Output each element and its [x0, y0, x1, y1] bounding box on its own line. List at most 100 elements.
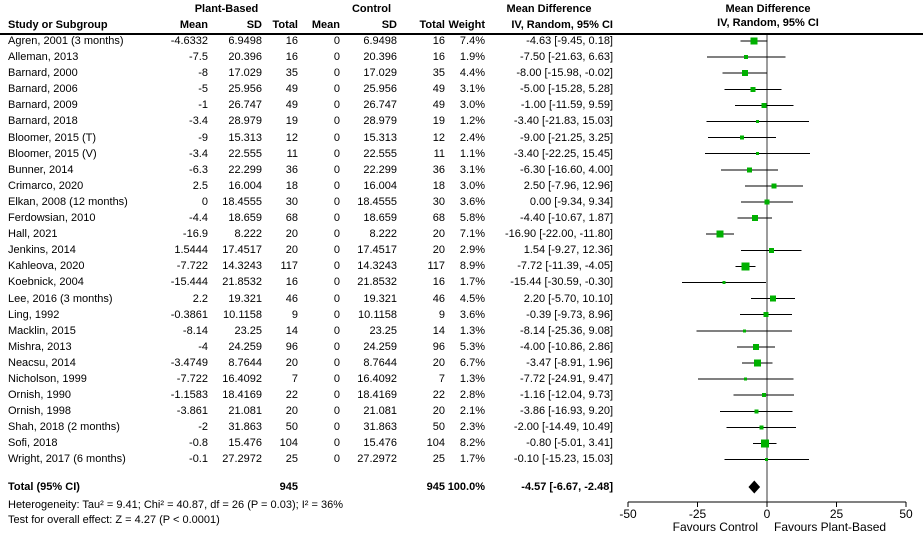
weight: 1.3% [459, 324, 485, 337]
pb-mean: -0.8 [189, 437, 208, 450]
pb-total: 20 [285, 244, 298, 257]
c-sd: 31.863 [363, 421, 397, 434]
weight: 4.4% [459, 67, 485, 80]
pb-sd: 15.313 [228, 131, 262, 144]
pb-total: 18 [285, 179, 298, 192]
forest-plot-canvas: -50 -25 0 25 50 Favours Control Favours Plant-… [619, 35, 913, 534]
pb-mean: 1.5444 [174, 244, 208, 257]
table-row: Ling, 1992 -0.3861 10.1158 9 0 10.1158 9 3.6% -0… [0, 307, 613, 323]
pb-sd: 18.659 [228, 212, 262, 225]
pb-total: 12 [285, 131, 298, 144]
table-row: Hall, 2021 -16.9 8.222 20 0 8.222 20 7.1% -16.90… [0, 226, 613, 242]
col-weight: Weight [448, 19, 485, 31]
c-mean: 0 [333, 147, 340, 160]
favours-control-label: Favours Control [673, 520, 758, 534]
c-total: 46 [432, 292, 445, 305]
effect-marker [753, 359, 761, 367]
total-label: Total (95% CI) [8, 481, 80, 493]
c-total: 7 [438, 372, 445, 385]
table-row: Mishra, 2013 -4 24.259 96 0 24.259 96 5.3% -4.00… [0, 339, 613, 355]
weight: 7.4% [459, 35, 485, 47]
pb-mean: 2.2 [192, 292, 208, 305]
overall-effect-test: Test for overall effect: Z = 4.27 (P < 0… [8, 514, 220, 526]
col-c-total: Total [419, 19, 445, 31]
study-name: Elkan, 2008 (12 months) [8, 195, 128, 208]
c-sd: 16.4092 [357, 372, 397, 385]
pb-sd: 17.4517 [222, 244, 262, 257]
weight: 8.9% [459, 260, 485, 273]
effect-marker [756, 152, 760, 156]
effect-marker [750, 37, 758, 45]
col-pb-mean: Mean [179, 19, 208, 31]
effect-marker [752, 343, 759, 350]
pb-total: 49 [285, 99, 298, 112]
pb-total: 25 [285, 453, 298, 466]
pb-mean: -3.4749 [170, 356, 208, 369]
c-sd: 22.299 [363, 163, 397, 176]
pb-sd: 8.222 [234, 228, 262, 241]
pb-total: 96 [285, 340, 298, 353]
pb-mean: -0.1 [189, 453, 208, 466]
c-sd: 6.9498 [363, 35, 397, 47]
c-total: 16 [432, 51, 445, 64]
c-mean: 0 [333, 131, 340, 144]
md-ci: -4.40 [-10.67, 1.87] [520, 212, 613, 225]
study-name: Sofi, 2018 [8, 437, 58, 450]
study-name: Bloomer, 2015 (V) [8, 147, 97, 160]
md-ci: 2.20 [-5.70, 10.10] [523, 292, 613, 305]
pb-total: 14 [285, 324, 298, 337]
weight: 5.3% [459, 340, 485, 353]
c-mean: 0 [333, 179, 340, 192]
c-total: 104 [426, 437, 445, 450]
md-ci: 2.50 [-7.96, 12.96] [523, 179, 613, 192]
pb-total: 117 [280, 260, 298, 273]
md-ci: -16.90 [-22.00, -11.80] [504, 228, 613, 241]
study-name: Agren, 2001 (3 months) [8, 35, 124, 47]
summary-diamond [748, 480, 761, 494]
c-mean: 0 [333, 405, 340, 418]
study-name: Kahleova, 2020 [8, 260, 85, 273]
study-name: Barnard, 2000 [8, 67, 78, 80]
pb-total: 16 [285, 276, 298, 289]
md-ci: -7.50 [-21.63, 6.63] [520, 51, 613, 64]
weight: 1.7% [459, 276, 485, 289]
c-sd: 18.4555 [357, 195, 397, 208]
weight: 4.5% [459, 292, 485, 305]
c-mean: 0 [333, 51, 340, 64]
md-ci: -3.40 [-22.25, 15.45] [513, 147, 613, 160]
plot-subtitle: IV, Random, 95% CI [717, 17, 819, 29]
c-total: 49 [432, 99, 445, 112]
effect-marker [750, 86, 756, 92]
pb-sd: 28.979 [228, 115, 262, 128]
total-c-n: 945 [426, 481, 445, 493]
study-name: Koebnick, 2004 [8, 276, 84, 289]
heterogeneity-stats: Heterogeneity: Tau² = 9.41; Chi² = 40.87… [8, 499, 343, 511]
pb-mean: -16.9 [182, 228, 208, 241]
table-row: Alleman, 2013 -7.5 20.396 16 0 20.396 16 1.9% -7… [0, 49, 613, 65]
c-mean: 0 [333, 453, 340, 466]
study-name: Barnard, 2006 [8, 83, 78, 96]
table-row: Bloomer, 2015 (T) -9 15.313 12 0 15.313 12 2.4%… [0, 130, 613, 146]
c-mean: 0 [333, 228, 340, 241]
study-name: Neacsu, 2014 [8, 356, 76, 369]
effect-marker [746, 167, 752, 173]
weight: 3.0% [459, 179, 485, 192]
pb-total: 16 [285, 35, 298, 47]
c-total: 50 [432, 421, 445, 434]
axis-tick-label: -50 [619, 507, 637, 521]
effect-marker [722, 281, 726, 284]
effect-marker [768, 247, 774, 253]
effect-marker [770, 295, 777, 302]
weight: 3.1% [459, 83, 485, 96]
md-ci: -1.00 [-11.59, 9.59] [520, 99, 613, 112]
study-name: Nicholson, 1999 [8, 372, 87, 385]
table-row: Barnard, 2018 -3.4 28.979 19 0 28.979 19 1.2% -3… [0, 113, 613, 129]
md-ci: -2.00 [-14.49, 10.49] [513, 421, 613, 434]
effect-marker [751, 215, 758, 222]
md-ci: -4.63 [-9.45, 0.18] [526, 35, 613, 47]
group-header-control: Control [351, 3, 392, 15]
c-total: 9 [438, 308, 445, 321]
c-sd: 14.3243 [357, 260, 397, 273]
pb-mean: -4.6332 [170, 35, 208, 47]
group-header-plant-based: Plant-Based [194, 3, 259, 15]
